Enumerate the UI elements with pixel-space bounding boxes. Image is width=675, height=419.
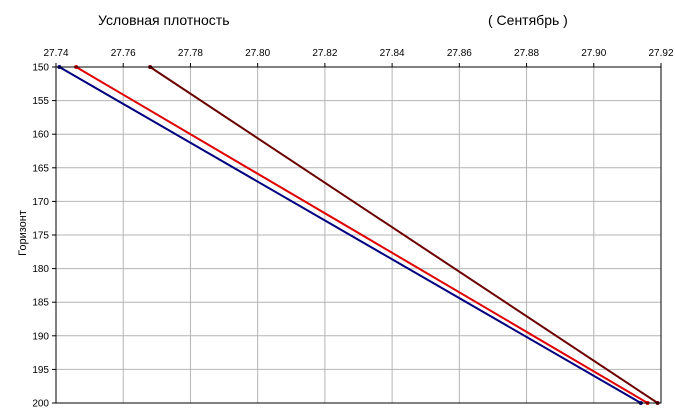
x-tick-label: 27.88 bbox=[514, 48, 539, 59]
x-tick-label: 27.92 bbox=[648, 48, 673, 59]
x-tick-label: 27.90 bbox=[581, 48, 606, 59]
x-tick-label: 27.86 bbox=[447, 48, 472, 59]
y-tick-label: 170 bbox=[32, 197, 49, 208]
series-line-2 bbox=[75, 66, 649, 404]
y-tick-label: 195 bbox=[32, 365, 49, 376]
y-tick-label: 150 bbox=[32, 63, 49, 74]
y-tick-label: 175 bbox=[32, 231, 49, 242]
x-tick-label: 27.74 bbox=[43, 48, 68, 59]
y-tick-label: 185 bbox=[32, 298, 49, 309]
chart-title: Условная плотность bbox=[98, 12, 230, 28]
y-tick-label: 160 bbox=[32, 130, 49, 141]
y-tick-label: 190 bbox=[32, 331, 49, 342]
x-tick-label: 27.76 bbox=[111, 48, 136, 59]
x-tick-label: 27.82 bbox=[312, 48, 337, 59]
x-tick-label: 27.80 bbox=[245, 48, 270, 59]
y-tick-label: 200 bbox=[32, 399, 49, 410]
y-axis-label: Горизонт bbox=[17, 210, 29, 256]
chart-subtitle: ( Сентябрь ) bbox=[488, 12, 568, 28]
x-tick-label: 27.78 bbox=[178, 48, 203, 59]
grid bbox=[55, 66, 662, 404]
series-line-3 bbox=[149, 66, 659, 404]
plot-frame bbox=[55, 66, 662, 404]
x-tick-label: 27.84 bbox=[380, 48, 405, 59]
y-tick-label: 165 bbox=[32, 163, 49, 174]
y-tick-label: 180 bbox=[32, 264, 49, 275]
y-tick-label: 155 bbox=[32, 96, 49, 107]
axes: 27.74 27.76 27.78 27.80 27.82 27.84 27.86 27.88… bbox=[32, 48, 674, 410]
series-line-1 bbox=[58, 66, 642, 404]
